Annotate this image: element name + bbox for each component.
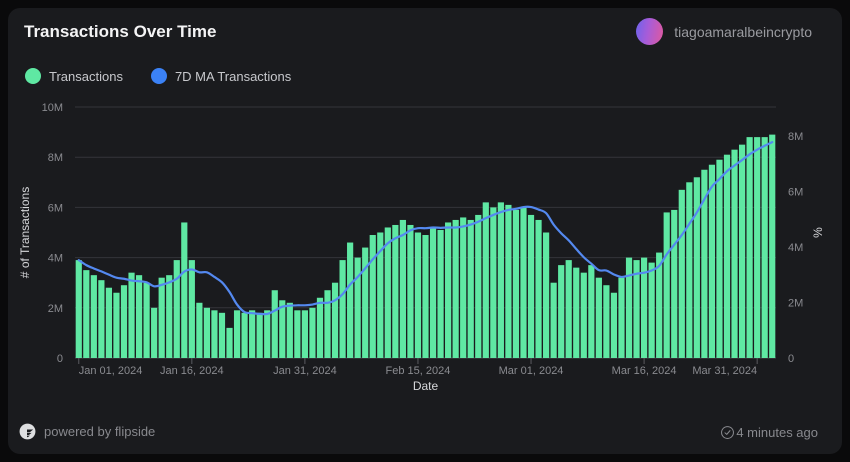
svg-text:Jan 16, 2024: Jan 16, 2024 (160, 365, 224, 377)
svg-text:4M: 4M (48, 253, 63, 265)
svg-text:Mar 31, 2024: Mar 31, 2024 (692, 365, 757, 377)
svg-text:10M: 10M (42, 103, 63, 114)
svg-text:6M: 6M (48, 202, 63, 214)
svg-text:8M: 8M (788, 131, 803, 143)
svg-text:2M: 2M (788, 298, 803, 310)
svg-text:Date: Date (413, 379, 439, 393)
svg-text:Jan 31, 2024: Jan 31, 2024 (273, 365, 337, 377)
svg-text:Jan 01, 2024: Jan 01, 2024 (79, 365, 143, 377)
svg-text:0: 0 (788, 353, 794, 365)
svg-text:2M: 2M (48, 303, 63, 315)
svg-text:Mar 01, 2024: Mar 01, 2024 (499, 365, 564, 377)
svg-text:8M: 8M (48, 152, 63, 164)
svg-text:6M: 6M (788, 187, 803, 199)
svg-text:# of Transactions: # of Transactions (18, 187, 32, 278)
svg-text:%: % (811, 227, 825, 238)
svg-text:Mar 16, 2024: Mar 16, 2024 (612, 365, 677, 377)
svg-text:Feb 15, 2024: Feb 15, 2024 (386, 365, 451, 377)
svg-text:4M: 4M (788, 242, 803, 254)
svg-text:0: 0 (57, 353, 63, 365)
